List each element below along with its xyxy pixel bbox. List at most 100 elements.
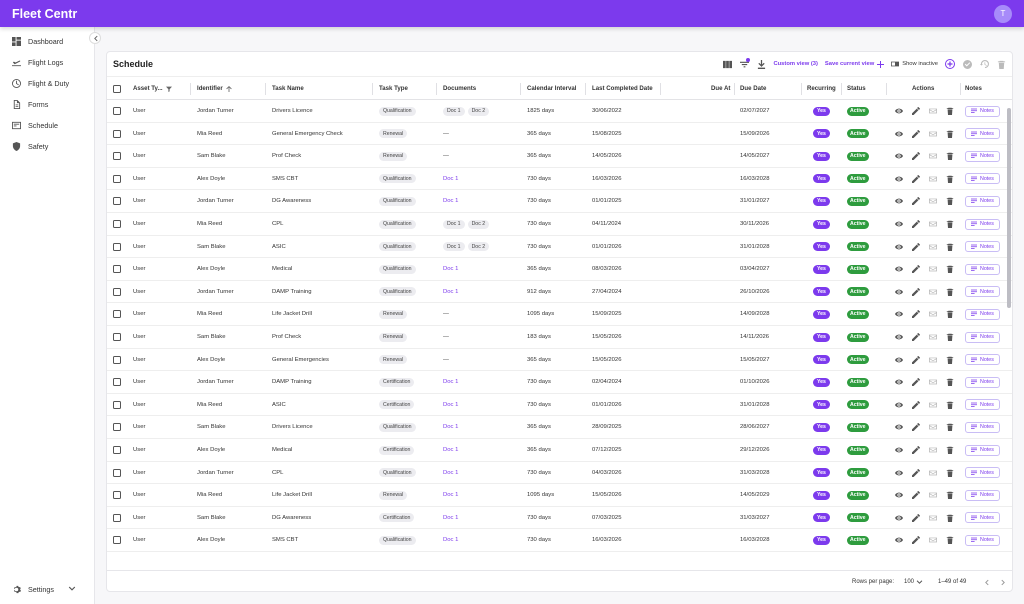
row-checkbox[interactable] xyxy=(113,333,121,341)
complete-button[interactable] xyxy=(962,59,972,69)
edit-button[interactable] xyxy=(911,491,920,500)
delete-row-button[interactable] xyxy=(945,129,954,138)
email-button[interactable] xyxy=(928,446,937,455)
document-link[interactable]: Doc 1 xyxy=(443,379,459,386)
view-button[interactable] xyxy=(894,152,903,161)
delete-row-button[interactable] xyxy=(945,400,954,409)
row-checkbox-cell[interactable] xyxy=(113,100,121,122)
notes-button[interactable]: Notes xyxy=(965,105,1000,117)
column-separator[interactable] xyxy=(734,83,735,95)
row-checkbox-cell[interactable] xyxy=(113,371,121,393)
row-checkbox[interactable] xyxy=(113,400,121,409)
user-avatar[interactable]: T xyxy=(994,4,1012,23)
edit-button[interactable] xyxy=(911,129,920,138)
email-button[interactable] xyxy=(928,242,937,251)
table-row[interactable]: User Jordan Turner Drivers Licence Qualific… xyxy=(107,100,1012,123)
column-due-date[interactable]: Due Date xyxy=(740,77,766,100)
view-button[interactable] xyxy=(894,446,903,455)
column-documents[interactable]: Documents xyxy=(443,77,476,100)
edit-button[interactable] xyxy=(911,287,920,296)
table-row[interactable]: User Sam Blake Prof Check Renewal — 365 days 1… xyxy=(107,145,1012,168)
columns-button[interactable] xyxy=(722,59,732,69)
document-link[interactable]: Doc 1 xyxy=(443,266,459,273)
email-button[interactable] xyxy=(928,378,937,387)
table-row[interactable]: User Sam Blake Prof Check Renewal — 183 days 1… xyxy=(107,326,1012,349)
email-button[interactable] xyxy=(928,220,937,229)
notes-button[interactable]: Notes xyxy=(965,534,1000,546)
table-row[interactable]: User Sam Blake Drivers Licence Qualificatio… xyxy=(107,416,1012,439)
row-checkbox[interactable] xyxy=(113,129,121,138)
next-page-button[interactable] xyxy=(1000,571,1007,591)
table-row[interactable]: User Mia Reed ASIC Certification Doc 1 730 da… xyxy=(107,394,1012,417)
row-checkbox[interactable] xyxy=(113,536,121,545)
email-button[interactable] xyxy=(928,536,937,545)
view-button[interactable] xyxy=(894,378,903,387)
document-link[interactable]: Doc 1 xyxy=(443,514,459,521)
column-separator[interactable] xyxy=(585,83,586,95)
edit-button[interactable] xyxy=(911,265,920,274)
table-row[interactable]: User Alex Doyle SMS CBT Qualification Doc 1 7… xyxy=(107,168,1012,191)
document-link[interactable]: Doc 1 xyxy=(443,198,459,205)
table-row[interactable]: User Jordan Turner DAMP Training Qualificat… xyxy=(107,281,1012,304)
row-checkbox-cell[interactable] xyxy=(113,326,121,348)
filter-button[interactable] xyxy=(739,58,751,69)
row-checkbox-cell[interactable] xyxy=(113,462,121,484)
vertical-scrollbar[interactable] xyxy=(1006,100,1012,563)
prev-page-button[interactable] xyxy=(983,571,990,591)
document-link[interactable]: Doc 1 xyxy=(443,175,459,182)
column-asset-type[interactable]: Asset Ty... xyxy=(133,77,172,100)
sidebar-item-settings[interactable]: Settings xyxy=(0,580,95,598)
delete-button[interactable] xyxy=(996,59,1006,69)
row-checkbox-cell[interactable] xyxy=(113,168,121,190)
row-checkbox-cell[interactable] xyxy=(113,349,121,371)
row-checkbox-cell[interactable] xyxy=(113,416,121,438)
edit-button[interactable] xyxy=(911,423,920,432)
row-checkbox[interactable] xyxy=(113,423,121,432)
edit-button[interactable] xyxy=(911,536,920,545)
view-button[interactable] xyxy=(894,423,903,432)
document-link[interactable]: Doc 1 xyxy=(443,288,459,295)
row-checkbox[interactable] xyxy=(113,197,121,206)
delete-row-button[interactable] xyxy=(945,423,954,432)
edit-button[interactable] xyxy=(911,378,920,387)
sidebar-item-safety[interactable]: Safety xyxy=(0,137,95,155)
view-button[interactable] xyxy=(894,265,903,274)
notes-button[interactable]: Notes xyxy=(965,376,1000,388)
sidebar-item-flight-logs[interactable]: Flight Logs xyxy=(0,53,95,71)
column-recurring[interactable]: Recurring xyxy=(807,77,836,100)
sidebar-item-dashboard[interactable]: Dashboard xyxy=(0,32,95,50)
edit-button[interactable] xyxy=(911,513,920,522)
email-button[interactable] xyxy=(928,197,937,206)
view-button[interactable] xyxy=(894,197,903,206)
delete-row-button[interactable] xyxy=(945,446,954,455)
row-checkbox[interactable] xyxy=(113,446,121,454)
view-button[interactable] xyxy=(894,287,903,296)
edit-button[interactable] xyxy=(911,152,920,161)
document-chip[interactable]: Doc 1 xyxy=(443,242,465,252)
delete-row-button[interactable] xyxy=(945,378,954,387)
column-status[interactable]: Status xyxy=(847,77,866,100)
email-button[interactable] xyxy=(928,333,937,342)
document-link[interactable]: Doc 1 xyxy=(443,492,459,499)
view-button[interactable] xyxy=(894,333,903,342)
row-checkbox[interactable] xyxy=(113,242,121,251)
delete-row-button[interactable] xyxy=(945,491,954,500)
edit-button[interactable] xyxy=(911,174,920,183)
notes-button[interactable]: Notes xyxy=(965,444,1000,456)
delete-row-button[interactable] xyxy=(945,468,954,477)
table-row[interactable]: User Mia Reed CPL Qualification Doc 1 Doc 2 73… xyxy=(107,213,1012,236)
table-row[interactable]: User Mia Reed Life Jacket Drill Renewal — 109… xyxy=(107,303,1012,326)
email-button[interactable] xyxy=(928,468,937,477)
row-checkbox[interactable] xyxy=(113,265,121,274)
notes-button[interactable]: Notes xyxy=(965,467,1000,479)
column-separator[interactable] xyxy=(841,83,842,95)
column-separator[interactable] xyxy=(190,83,191,95)
delete-row-button[interactable] xyxy=(945,107,954,116)
row-checkbox-cell[interactable] xyxy=(113,303,121,325)
view-button[interactable] xyxy=(894,536,903,545)
row-checkbox-cell[interactable] xyxy=(113,507,121,529)
notes-button[interactable]: Notes xyxy=(965,308,1000,320)
document-chip[interactable]: Doc 2 xyxy=(467,106,490,116)
sidebar-collapse-button[interactable] xyxy=(89,32,101,44)
table-row[interactable]: User Jordan Turner CPL Qualification Doc 1 73… xyxy=(107,462,1012,485)
